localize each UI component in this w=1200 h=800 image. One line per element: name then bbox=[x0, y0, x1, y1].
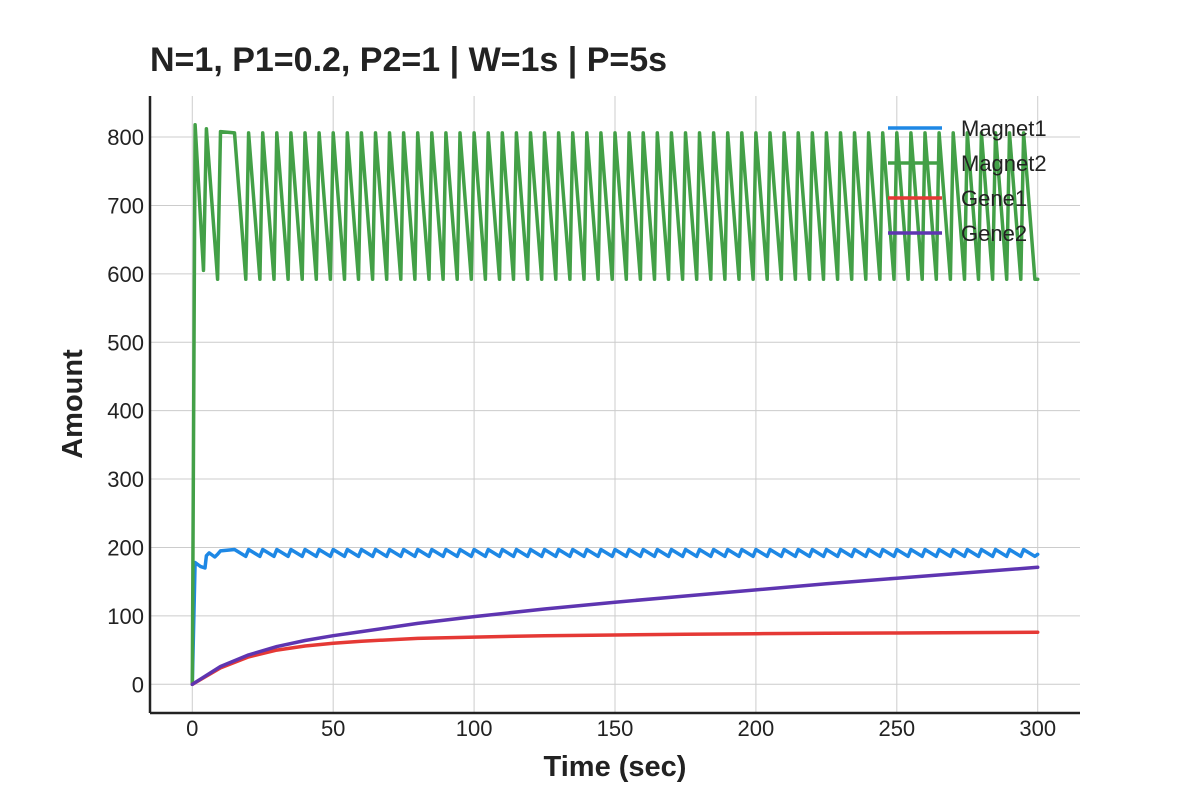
legend-label-magnet1: Magnet1 bbox=[961, 116, 1047, 141]
x-tick-label: 100 bbox=[456, 716, 493, 741]
chart-title: N=1, P1=0.2, P2=1 | W=1s | P=5s bbox=[150, 41, 667, 79]
plot-area bbox=[190, 122, 1040, 687]
x-tick-label: 300 bbox=[1019, 716, 1056, 741]
y-tick-label: 100 bbox=[107, 604, 144, 629]
x-tick-label: 200 bbox=[738, 716, 775, 741]
legend: Magnet1 Magnet2 Gene1 Gene2 bbox=[888, 116, 1047, 246]
series-line-magnet2 bbox=[190, 122, 1040, 687]
x-tick-label: 50 bbox=[321, 716, 345, 741]
series-line-magnet1 bbox=[190, 547, 1040, 687]
legend-label-gene1: Gene1 bbox=[961, 186, 1027, 211]
y-tick-label: 300 bbox=[107, 467, 144, 492]
legend-label-gene2: Gene2 bbox=[961, 221, 1027, 246]
x-axis-label: Time (sec) bbox=[544, 751, 687, 783]
y-tick-label: 500 bbox=[107, 330, 144, 355]
series-line-gene2 bbox=[190, 565, 1040, 687]
y-tick-label: 0 bbox=[132, 672, 144, 697]
y-tick-label: 800 bbox=[107, 125, 144, 150]
y-axis-label: Amount bbox=[57, 349, 89, 459]
legend-label-magnet2: Magnet2 bbox=[961, 151, 1047, 176]
axes: 0 50 100 150 200 250 300 0 100 200 300 400 500 600 700… bbox=[107, 96, 1080, 741]
y-tick-label: 400 bbox=[107, 399, 144, 424]
series-line-gene1 bbox=[190, 630, 1040, 687]
x-tick-label: 0 bbox=[186, 716, 198, 741]
x-tick-label: 150 bbox=[597, 716, 634, 741]
y-tick-label: 600 bbox=[107, 262, 144, 287]
y-tick-label: 200 bbox=[107, 535, 144, 560]
y-tick-label: 700 bbox=[107, 193, 144, 218]
x-tick-label: 250 bbox=[878, 716, 915, 741]
